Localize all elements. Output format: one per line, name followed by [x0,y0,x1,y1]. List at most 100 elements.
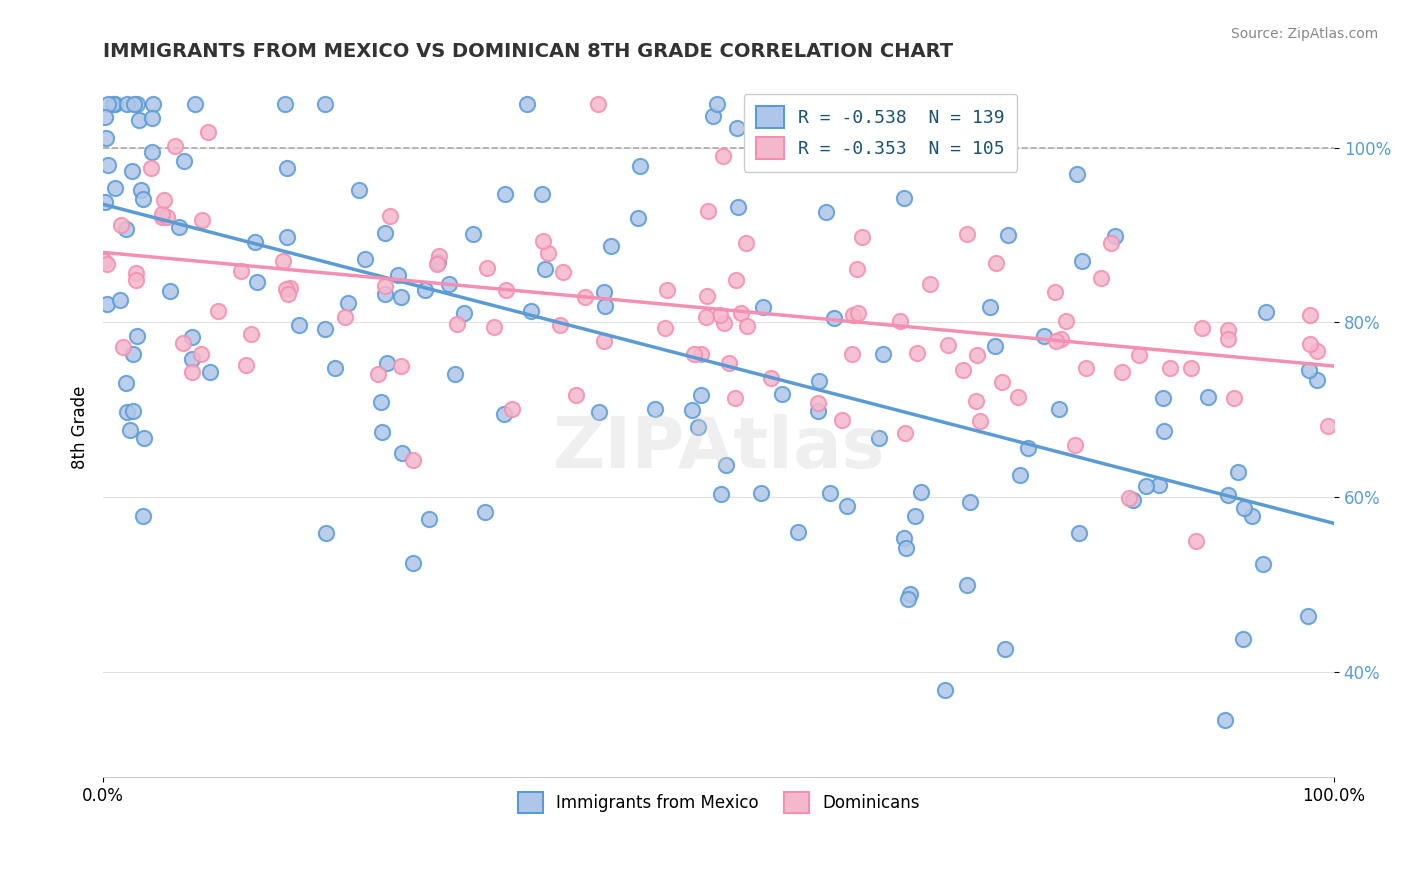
Point [240,327,263,342]
Point [191,213,214,227]
Point [1054,314,1077,328]
Point [1064,437,1087,451]
Point [353,252,375,267]
Point [956,578,979,592]
Point [243,235,266,249]
Point [117,96,139,111]
Point [724,391,747,405]
Point [702,109,724,123]
Point [842,308,865,322]
Point [501,401,523,416]
Point [141,111,163,125]
Point [1226,465,1249,479]
Point [139,161,162,176]
Point [984,338,1007,352]
Point [1066,168,1088,182]
Point [1299,308,1322,322]
Point [115,376,138,391]
Point [735,235,758,250]
Point [1147,478,1170,492]
Point [235,358,257,372]
Point [97,96,120,111]
Point [125,266,148,280]
Point [110,218,132,232]
Point [198,365,221,379]
Point [1251,557,1274,571]
Point [207,303,229,318]
Point [965,394,987,409]
Point [749,485,772,500]
Point [122,404,145,418]
Point [1090,270,1112,285]
Point [889,314,911,328]
Point [314,322,336,336]
Point [807,403,830,417]
Point [125,329,148,343]
Point [1233,501,1256,516]
Point [190,347,212,361]
Point [593,285,616,299]
Point [389,359,412,374]
Point [1045,334,1067,348]
Point [1007,391,1029,405]
Point [593,299,616,313]
Point [752,301,775,315]
Point [391,446,413,460]
Point [683,347,706,361]
Point [96,257,118,271]
Point [770,387,793,401]
Point [1306,343,1329,358]
Point [184,96,207,111]
Point [104,96,127,111]
Point [520,303,543,318]
Point [173,153,195,168]
Point [938,338,960,352]
Point [461,227,484,241]
Point [374,287,396,301]
Point [934,683,956,698]
Point [994,641,1017,656]
Point [814,205,837,219]
Point [725,121,748,136]
Point [1071,254,1094,268]
Point [150,211,173,225]
Point [959,494,981,508]
Point [735,318,758,333]
Y-axis label: 8th Grade: 8th Grade [72,385,89,469]
Point [444,367,467,381]
Point [534,261,557,276]
Point [516,96,538,111]
Point [389,289,412,303]
Point [495,283,517,297]
Point [835,499,858,513]
Point [711,149,734,163]
Point [120,423,142,437]
Point [991,375,1014,389]
Point [159,284,181,298]
Point [141,145,163,159]
Point [984,255,1007,269]
Point [96,130,118,145]
Point [717,356,740,370]
Point [1180,361,1202,376]
Point [387,268,409,282]
Point [979,300,1001,314]
Point [1047,401,1070,416]
Point [787,524,810,539]
Point [276,161,298,175]
Point [550,318,572,332]
Point [904,509,927,524]
Point [96,296,118,310]
Point [896,541,918,556]
Point [807,396,830,410]
Point [893,532,915,546]
Point [93,110,115,124]
Point [131,192,153,206]
Point [697,203,720,218]
Point [484,319,506,334]
Point [897,592,920,607]
Point [1296,608,1319,623]
Point [446,317,468,331]
Point [807,374,830,388]
Point [627,211,650,225]
